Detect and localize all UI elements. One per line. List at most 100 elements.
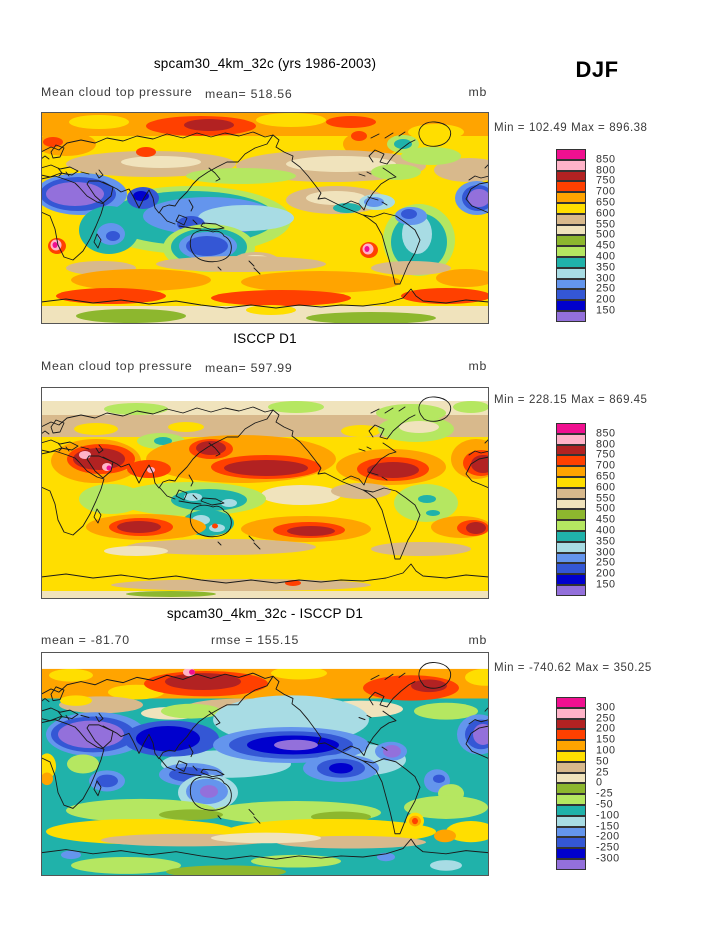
colorbar-segment [556, 300, 586, 311]
panel2-minmax: Min = 228.15 Max = 869.45 [494, 394, 651, 406]
map-frame [42, 388, 489, 599]
colorbar-tick-label: 250 [596, 556, 616, 569]
colorbar-tick-label: -25 [596, 787, 614, 800]
panel1-mean-value: 518.56 [250, 87, 293, 101]
colorbar-segment [556, 246, 586, 257]
colorbar-segment [556, 826, 586, 838]
panel3-units-label: mb [468, 633, 487, 647]
colorbar-segment [556, 520, 586, 531]
world-map-svg-model [41, 112, 489, 324]
min-value: -740.62 [528, 662, 572, 674]
colorbar-tick-label: 0 [596, 776, 603, 789]
colorbar-segment [556, 509, 586, 521]
min-label: Min = [494, 122, 525, 134]
panel2-mean-stat: mean= 597.99 [205, 361, 292, 375]
colorbar-tick-label: -50 [596, 798, 614, 811]
colorbar-segment [556, 848, 586, 859]
colorbar-segment [556, 159, 586, 171]
map-plot-difference [41, 652, 489, 876]
panel3-subtitle: mean = -81.70 rmse = 155.15 mb [41, 633, 489, 649]
panel3-minmax: Min = -740.62 Max = 350.25 [494, 662, 656, 674]
panel1-variable-label: Mean cloud top pressure [41, 85, 193, 99]
colorbar-segment [556, 149, 586, 160]
panel1-units-label: mb [468, 85, 487, 99]
colorbar-tick-label: 450 [596, 239, 616, 252]
colorbar-segment [556, 213, 586, 225]
colorbar-segment [556, 751, 586, 762]
colorbar-segment [556, 498, 586, 510]
colorbar-tick-label: 800 [596, 163, 616, 176]
colorbar-tick-label: 300 [596, 271, 616, 284]
colorbar-segment [556, 740, 586, 751]
map-frame [42, 653, 489, 876]
colorbar-tick-label: 25 [596, 765, 610, 778]
panel3-rmse-value: 155.15 [257, 633, 300, 647]
colorbar-segment [556, 257, 586, 268]
colorbar-tick-label: 550 [596, 491, 616, 504]
panel3-mean-value: -81.70 [90, 633, 130, 647]
colorbar-segment [556, 563, 586, 575]
colorbar-tick-label: 400 [596, 524, 616, 537]
panel1-mean-stat: mean= 518.56 [205, 87, 292, 101]
colorbar-tick-label: -250 [596, 841, 620, 854]
panel2-mean-value: 597.99 [250, 361, 293, 375]
colorbar-tick-label: 50 [596, 755, 610, 768]
colorbar-segment [556, 477, 586, 488]
contour-field [41, 652, 489, 876]
min-label: Min = [494, 394, 525, 406]
colorbar-segment [556, 772, 586, 784]
colorbar-segment [556, 794, 586, 805]
colorbar-segment [556, 466, 586, 477]
colorbar-tick-label: 550 [596, 217, 616, 230]
colorbar-segment [556, 552, 586, 564]
colorbar-tick-label: 600 [596, 481, 616, 494]
colorbar-tick-label: 850 [596, 153, 616, 166]
colorbar-tick-label: 250 [596, 282, 616, 295]
colorbar-tick-label: 800 [596, 437, 616, 450]
panel3-mean-label: mean = [41, 633, 87, 647]
max-label: Max = [571, 394, 606, 406]
colorbar-segment [556, 235, 586, 247]
colorbar-tick-label: 500 [596, 502, 616, 515]
panel2-subtitle: Mean cloud top pressure mean= 597.99 mb [41, 359, 489, 375]
max-value: 896.38 [609, 122, 648, 134]
colorbar-segment [556, 311, 586, 322]
colorbar-segment [556, 455, 586, 467]
max-label: Max = [571, 122, 606, 134]
colorbar-segment [556, 423, 586, 434]
colorbar-segment [556, 697, 586, 708]
colorbar-segment [556, 805, 586, 816]
colorbar-tick-label: 750 [596, 174, 616, 187]
panel2-title: ISCCP D1 [233, 331, 297, 346]
colorbar-segment [556, 203, 586, 214]
colorbar-segment [556, 289, 586, 301]
colorbar-segment [556, 729, 586, 741]
season-label: DJF [575, 57, 619, 82]
panel3-rmse-label: rmse = [211, 633, 254, 647]
panel2-variable-label: Mean cloud top pressure [41, 359, 193, 373]
panel3-mean-stat: mean = -81.70 [41, 633, 130, 647]
colorbar-tick-label: 650 [596, 470, 616, 483]
colorbar-segment [556, 170, 586, 182]
panel1-colorbar: 850 800 750 700 650 600 550 500 450 400 350 300 250 2… [556, 149, 666, 323]
colorbar-tick-label: 150 [596, 733, 616, 746]
map-plot-model [41, 112, 489, 324]
colorbar-tick-label: 400 [596, 250, 616, 263]
colorbar-tick-label: -300 [596, 852, 620, 865]
panel1-minmax: Min = 102.49 Max = 896.38 [494, 122, 651, 134]
panel2-mean-label: mean= [205, 361, 247, 375]
colorbar-segment [556, 433, 586, 445]
colorbar-tick-label: 100 [596, 744, 616, 757]
colorbar-tick-label: -200 [596, 830, 620, 843]
map-frame [42, 113, 489, 324]
panel1-title: spcam30_4km_32c (yrs 1986-2003) [153, 56, 377, 71]
panel1-subtitle: Mean cloud top pressure mean= 518.56 mb [41, 85, 489, 101]
colorbar-tick-label: 200 [596, 293, 616, 306]
max-value: 869.45 [609, 394, 648, 406]
colorbar-tick-label: 300 [596, 701, 616, 714]
panel2-units-label: mb [468, 359, 487, 373]
panel3-title: spcam30_4km_32c - ISCCP D1 [166, 606, 364, 621]
colorbar-segment [556, 761, 586, 773]
colorbar-segment [556, 192, 586, 203]
